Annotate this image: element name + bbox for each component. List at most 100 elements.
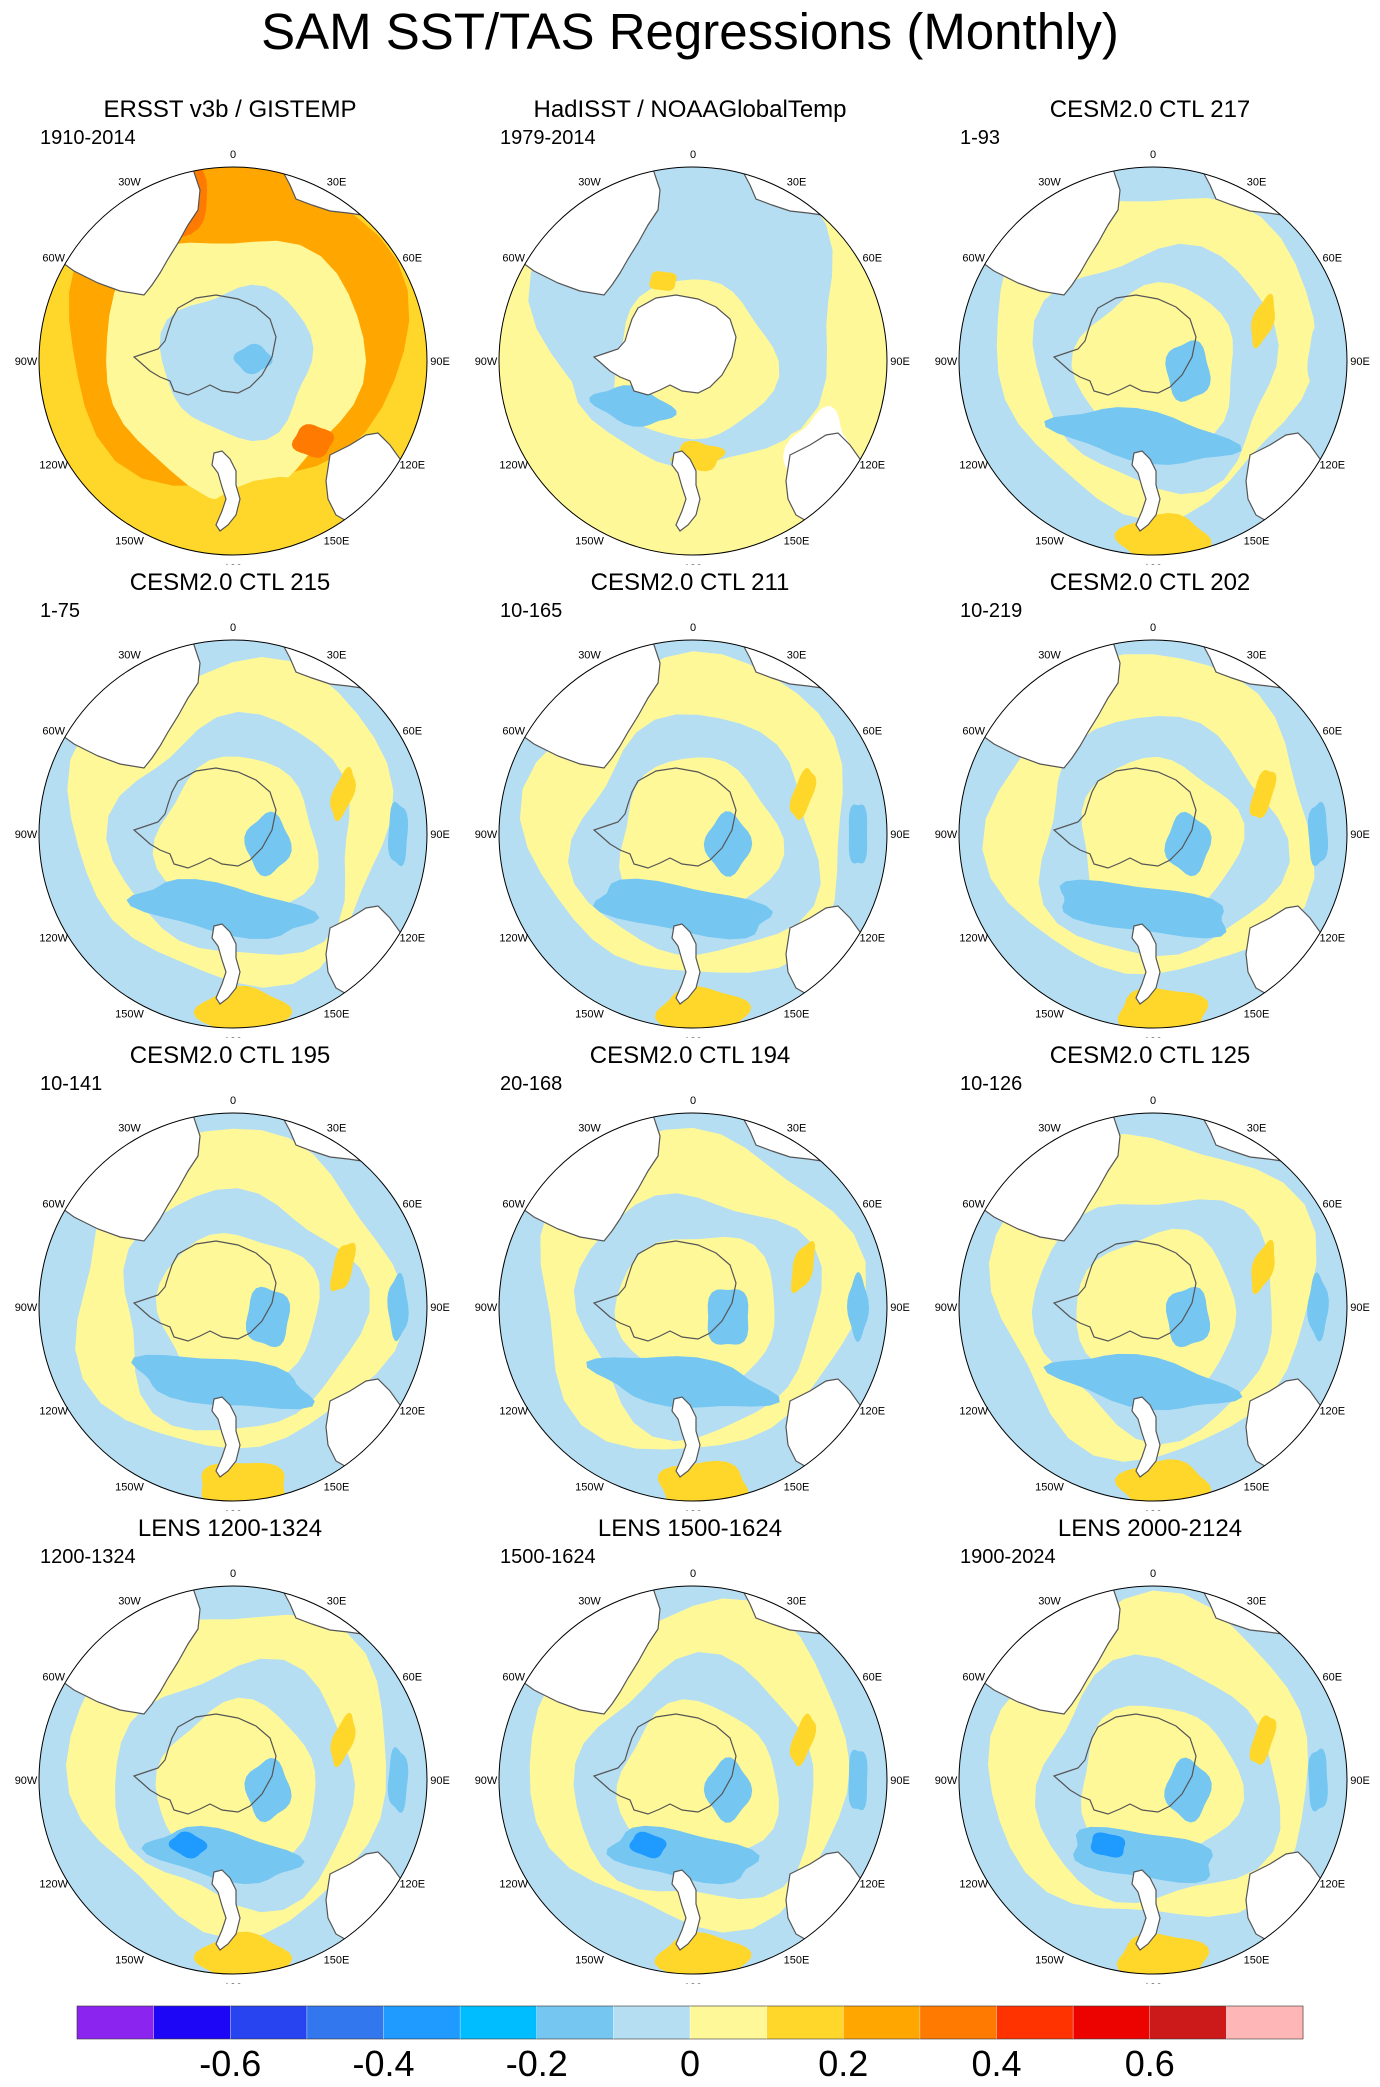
negative-mid-edge [1308,1748,1328,1812]
negative-mid-patch [245,1286,291,1348]
positive-light-inner [152,756,319,917]
longitude-label: 180 [684,1509,702,1511]
longitude-label: 90E [1350,829,1370,841]
polar-map: 0 30E 60E 90E 120E 150E 180 150W 120W 90W 60W 30W [15,622,450,1038]
longitude-label: 0 [1150,622,1156,634]
longitude-label: 90W [475,829,498,841]
positive-mid-patch [790,1240,816,1294]
positive-light-inner [1071,282,1233,443]
positive-light-inner [155,1697,316,1861]
polar-map: 0 30E 60E 90E 120E 150E 180 150W 120W 90W 60W 30W [935,1095,1370,1511]
antarctica-outline [1052,1713,1197,1815]
negative-mid-patch [1165,1286,1211,1348]
longitude-label: 90W [15,1775,38,1787]
antarctica-outline [592,767,737,869]
longitude-label: 60E [1323,1672,1343,1684]
positive-light-inner [1081,1705,1244,1868]
longitude-label: 0 [690,149,696,161]
longitude-label: 180 [1144,563,1162,565]
longitude-label: 180 [224,1982,242,1984]
positive-mid-south [1117,987,1209,1028]
longitude-label: 30E [327,1123,347,1135]
map-boundary [38,639,428,1029]
longitude-label: 90W [475,1302,498,1314]
longitude-label: 90E [890,356,910,368]
longitude-label: 0 [1150,1568,1156,1580]
colorbar-tick-label: 0.2 [818,2043,868,2084]
longitude-label: 60W [502,1199,525,1211]
longitude-label: 150W [1035,1481,1064,1493]
longitude-label: 60W [42,1199,65,1211]
map-boundary [958,1585,1348,1975]
longitude-label: 30E [1247,650,1267,662]
panel-title: LENS 2000-2124 [1057,1515,1243,1542]
map-panel-cesm2-0-ctl-194: CESM2.0 CTL 194 20-168 0 30E 60E 90E 120E 150E 1… [460,1041,920,1511]
longitude-label: 60E [1323,253,1343,265]
map-panel-cesm2-0-ctl-215: CESM2.0 CTL 215 1-75 0 30E 60E 90E 120E 150E 180… [0,568,460,1038]
map-field [959,167,1347,555]
longitude-label: 90W [935,1302,958,1314]
longitude-label: 90E [890,1302,910,1314]
panel-period: 1-75 [40,600,81,622]
longitude-label: 30E [327,177,347,189]
negative-mid-band [1059,879,1227,939]
map-field [39,167,427,555]
longitude-label: 120E [859,933,885,945]
panel-period: 1200-1324 [40,1546,136,1568]
longitude-label: 60E [863,253,883,265]
colorbar-swatch [1226,2006,1304,2039]
longitude-label: 60E [403,1199,423,1211]
longitude-label: 120W [499,460,528,472]
colorbar-swatch [919,2006,998,2039]
longitude-label: 150W [575,535,604,547]
longitude-label: 120E [1319,1406,1345,1418]
longitude-label: 60W [42,726,65,738]
longitude-label: 150W [115,1481,144,1493]
antarctica-outline [1052,767,1197,869]
positive-very-strong-patch [291,424,335,458]
negative-mid-patch [233,343,273,375]
panel-title: ERSST v3b / GISTEMP [103,96,357,123]
map-boundary [498,1112,888,1502]
longitude-label: 120W [499,933,528,945]
map-field [959,1586,1347,1974]
colorbar-swatch [306,2006,385,2039]
colorbar-tick-label: 0 [680,2043,700,2084]
colorbar-swatch [613,2006,691,2039]
new-zealand-outline [1131,1869,1161,1951]
longitude-label: 120E [399,1879,425,1891]
negative-mid-patch [1164,1757,1212,1823]
longitude-label: 150E [784,1008,810,1020]
longitude-label: 180 [224,563,242,565]
negative-strong-patch [168,1831,208,1859]
longitude-label: 120W [959,1406,988,1418]
antarctica-outline [132,767,277,869]
longitude-label: 120W [39,460,68,472]
map-field [959,1113,1347,1501]
longitude-label: 150E [324,1481,350,1493]
longitude-label: 30E [327,650,347,662]
positive-mid-south [1116,1933,1210,1974]
longitude-label: 150W [575,1954,604,1966]
map-boundary [38,166,428,556]
positive-mid-patch [789,767,817,821]
map-boundary [498,166,888,556]
longitude-label: 180 [1144,1509,1162,1511]
new-zealand-outline [211,923,241,1005]
longitude-label: 90E [430,1775,450,1787]
negative-mid-edge [848,804,868,864]
map-field [39,1113,427,1501]
longitude-label: 30W [1038,1596,1061,1608]
panel-title: CESM2.0 CTL 125 [1049,1042,1251,1069]
positive-mid-patch [1251,1239,1275,1295]
map-panel-hadisst-noaaglobaltemp: HadISST / NOAAGlobalTemp 1979-2014 0 30E 60E… [460,95,920,565]
longitude-label: 150W [1035,1008,1064,1020]
longitude-label: 30E [787,1596,807,1608]
longitude-label: 120E [859,1406,885,1418]
longitude-label: 150E [1244,535,1270,547]
panel-period: 10-165 [500,600,563,622]
longitude-label: 30E [787,1123,807,1135]
polar-map: 0 30E 60E 90E 120E 150E 180 150W 120W 90W 60W 30W [475,1568,910,1984]
colorbar-swatch [766,2006,844,2039]
longitude-label: 30W [578,1596,601,1608]
